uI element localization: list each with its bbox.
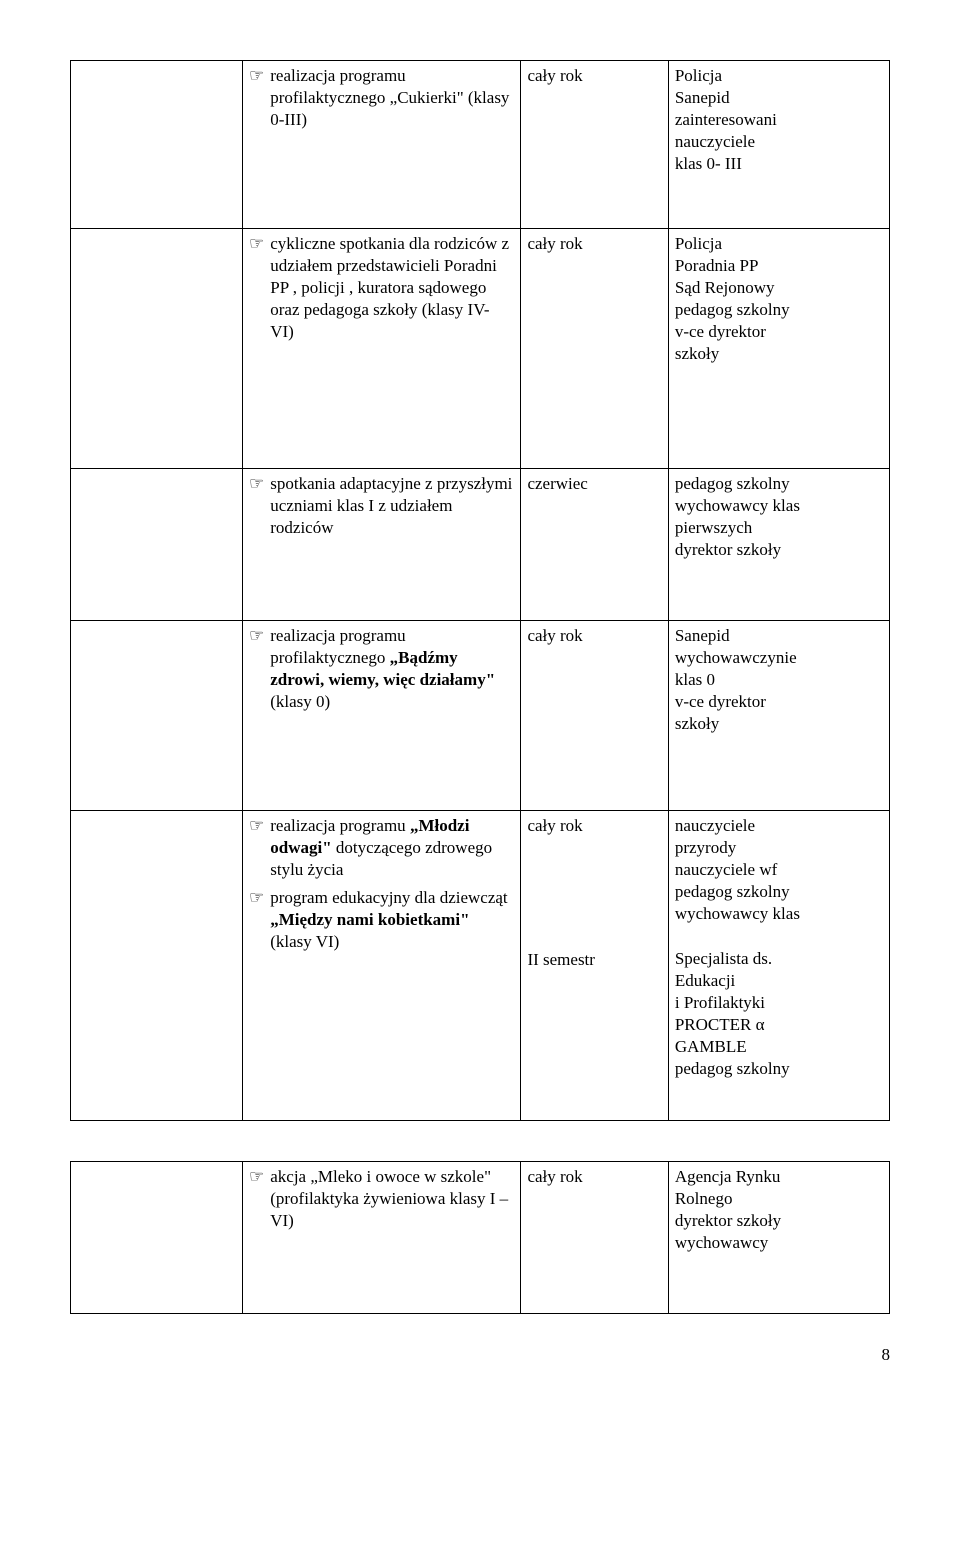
- bullet-icon: ☞: [249, 65, 264, 87]
- cell-6-2: ☞ akcja „Mleko i owoce w szkole" (profil…: [242, 1162, 520, 1314]
- bullet-icon: ☞: [249, 887, 264, 909]
- cell-text: Agencja RynkuRolnegodyrektor szkoływycho…: [675, 1167, 781, 1252]
- cell-3-1: [71, 469, 243, 621]
- bullet-icon: ☞: [249, 1166, 264, 1188]
- content-table: ☞ realizacja programu profilaktycznego „…: [70, 60, 890, 1121]
- bullet-icon: ☞: [249, 473, 264, 495]
- cell-5-3: cały rok II semestr: [521, 811, 668, 1121]
- cell-1-2: ☞ realizacja programu profilaktycznego „…: [242, 61, 520, 229]
- cell-text: PolicjaPoradnia PPSąd Rejonowypedagog sz…: [675, 234, 790, 363]
- item-text: realizacja programu profilaktycznego „Bą…: [270, 625, 514, 713]
- item-text: realizacja programu „Młodzi odwagi" doty…: [270, 815, 514, 881]
- item-text: program edukacyjny dla dziewcząt „Między…: [270, 887, 514, 953]
- cell-1-1: [71, 61, 243, 229]
- col3-line: II semestr: [527, 949, 661, 971]
- cell-4-3: cały rok: [521, 621, 668, 811]
- cell-2-3: cały rok: [521, 229, 668, 469]
- cell-text: nauczycieleprzyrodynauczyciele wfpedagog…: [675, 816, 800, 1078]
- bullet-icon: ☞: [249, 815, 264, 837]
- cell-6-3: cały rok: [521, 1162, 668, 1314]
- cell-text: pedagog szkolnywychowawcy klaspierwszych…: [675, 474, 800, 559]
- cell-3-3: czerwiec: [521, 469, 668, 621]
- cell-text: Sanepidwychowawczynieklas 0v-ce dyrektor…: [675, 626, 797, 733]
- cell-2-4: PolicjaPoradnia PPSąd Rejonowypedagog sz…: [668, 229, 889, 469]
- cell-4-1: [71, 621, 243, 811]
- cell-text: PolicjaSanepidzainteresowaninauczycielek…: [675, 66, 777, 173]
- cell-3-2: ☞ spotkania adaptacyjne z przyszłymi ucz…: [242, 469, 520, 621]
- item-text: realizacja programu profilaktycznego „Cu…: [270, 65, 514, 131]
- bullet-icon: ☞: [249, 233, 264, 255]
- cell-4-2: ☞ realizacja programu profilaktycznego „…: [242, 621, 520, 811]
- cell-5-2: ☞ realizacja programu „Młodzi odwagi" do…: [242, 811, 520, 1121]
- cell-2-1: [71, 229, 243, 469]
- cell-4-4: Sanepidwychowawczynieklas 0v-ce dyrektor…: [668, 621, 889, 811]
- cell-6-1: [71, 1162, 243, 1314]
- bullet-icon: ☞: [249, 625, 264, 647]
- col3-line: cały rok: [527, 815, 661, 837]
- cell-6-4: Agencja RynkuRolnegodyrektor szkoływycho…: [668, 1162, 889, 1314]
- page-number: 8: [70, 1344, 890, 1366]
- item-text: spotkania adaptacyjne z przyszłymi uczni…: [270, 473, 514, 539]
- cell-3-4: pedagog szkolnywychowawcy klaspierwszych…: [668, 469, 889, 621]
- cell-5-1: [71, 811, 243, 1121]
- cell-5-4: nauczycieleprzyrodynauczyciele wfpedagog…: [668, 811, 889, 1121]
- cell-1-3: cały rok: [521, 61, 668, 229]
- cell-1-4: PolicjaSanepidzainteresowaninauczycielek…: [668, 61, 889, 229]
- cell-2-2: ☞ cykliczne spotkania dla rodziców z udz…: [242, 229, 520, 469]
- item-text: akcja „Mleko i owoce w szkole" (profilak…: [270, 1166, 514, 1232]
- item-text: cykliczne spotkania dla rodziców z udzia…: [270, 233, 514, 343]
- content-table-2: ☞ akcja „Mleko i owoce w szkole" (profil…: [70, 1161, 890, 1314]
